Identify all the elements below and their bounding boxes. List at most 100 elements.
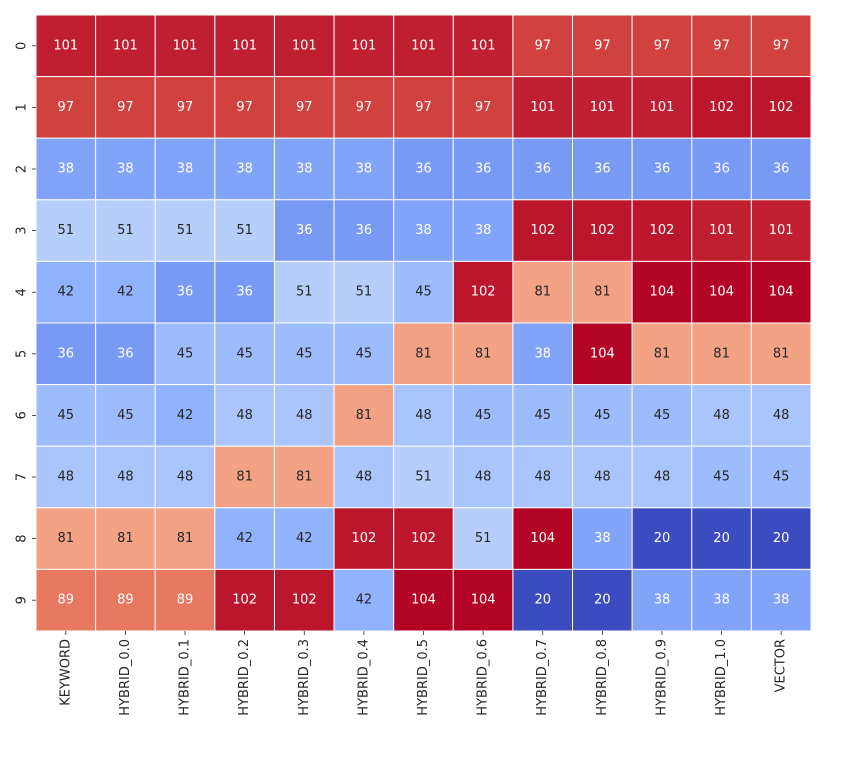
heatmap-cell (393, 76, 454, 139)
cell-value-label: 104 (590, 346, 615, 361)
cell-value-label: 97 (296, 100, 313, 115)
x-tick-label: VECTOR (774, 639, 789, 692)
cell-value-label: 45 (773, 470, 790, 485)
heatmap-cell (691, 76, 752, 139)
cell-value-label: 81 (117, 531, 134, 546)
cell-value-label: 102 (590, 223, 615, 238)
cell-value-label: 38 (117, 162, 134, 177)
cell-value-label: 38 (594, 531, 611, 546)
heatmap-cell (452, 199, 514, 262)
heatmap-cell (154, 322, 216, 386)
cell-value-label: 36 (713, 162, 730, 177)
cell-value-label: 102 (471, 285, 496, 300)
heatmap-cell (95, 322, 156, 386)
heatmap-cell (333, 445, 395, 509)
heatmap-cell (750, 322, 812, 386)
heatmap-cell (512, 384, 574, 447)
cell-value-label: 20 (773, 531, 790, 546)
cell-value-label: 81 (773, 346, 790, 361)
cell-value-label: 42 (177, 408, 194, 423)
heatmap-cell (333, 199, 395, 262)
cell-value-label: 45 (713, 470, 730, 485)
cell-value-label: 97 (356, 100, 373, 115)
heatmap-cell (35, 137, 97, 201)
heatmap-cell (691, 445, 752, 509)
cell-value-label: 45 (594, 408, 611, 423)
x-tick-label: HYBRID_0.9 (654, 639, 669, 716)
heatmap-cell (750, 260, 812, 324)
cell-value-label: 48 (654, 470, 671, 485)
heatmap-cell (154, 260, 216, 324)
cell-value-label: 42 (356, 593, 373, 608)
cell-value-label: 45 (475, 408, 492, 423)
cell-value-label: 45 (58, 408, 75, 423)
cell-value-label: 20 (534, 593, 551, 608)
cell-value-label: 102 (411, 531, 436, 546)
cell-value-label: 101 (53, 38, 78, 53)
cell-value-label: 101 (590, 100, 615, 115)
heatmap-cell (452, 14, 514, 78)
cell-value-label: 101 (650, 100, 675, 115)
heatmap-cell (35, 199, 97, 262)
heatmap-cell (95, 14, 156, 78)
cell-value-label: 51 (475, 531, 492, 546)
x-tick-label: HYBRID_0.2 (237, 639, 252, 716)
heatmap-cell (452, 322, 514, 386)
cell-value-label: 81 (236, 470, 253, 485)
x-tick-label: HYBRID_0.4 (356, 639, 371, 716)
cell-value-label: 102 (709, 100, 734, 115)
cell-value-label: 104 (709, 285, 734, 300)
cell-value-label: 51 (296, 285, 313, 300)
cell-value-label: 48 (475, 470, 492, 485)
heatmap-cell (750, 137, 812, 201)
heatmap-cell (35, 507, 97, 570)
heatmap-cell (572, 568, 633, 632)
heatmap-cell (154, 14, 216, 78)
cell-value-label: 45 (177, 346, 194, 361)
heatmap-cell (572, 76, 633, 139)
heatmap-cell (631, 384, 693, 447)
x-tick-label: HYBRID_0.1 (178, 639, 193, 716)
cell-value-label: 36 (654, 162, 671, 177)
cell-value-label: 81 (415, 346, 432, 361)
heatmap-cell (35, 384, 97, 447)
cell-value-label: 45 (654, 408, 671, 423)
heatmap-cell (273, 384, 335, 447)
heatmap-cell (154, 199, 216, 262)
cell-value-label: 97 (415, 100, 432, 115)
y-tick-label: 1 (15, 103, 30, 111)
heatmap-cell (572, 384, 633, 447)
cell-value-label: 36 (58, 346, 75, 361)
heatmap-cell (512, 507, 574, 570)
cell-value-label: 42 (117, 285, 134, 300)
x-tick-label: HYBRID_0.5 (416, 639, 431, 716)
heatmap-cell (631, 568, 693, 632)
cell-value-label: 42 (58, 285, 75, 300)
cell-value-label: 20 (594, 593, 611, 608)
cell-value-label: 45 (356, 346, 373, 361)
cell-value-label: 104 (769, 285, 794, 300)
heatmap-cell (512, 199, 574, 262)
heatmap-cell (631, 445, 693, 509)
cell-value-label: 81 (594, 285, 611, 300)
cell-value-label: 81 (296, 470, 313, 485)
cell-value-label: 38 (236, 162, 253, 177)
y-tick-label: 5 (15, 350, 30, 358)
cell-value-label: 48 (117, 470, 134, 485)
heatmap-cell (154, 384, 216, 447)
heatmap-cell (691, 507, 752, 570)
cell-value-label: 51 (356, 285, 373, 300)
heatmap-cell (750, 76, 812, 139)
cell-value-label: 97 (475, 100, 492, 115)
heatmap-cell (750, 445, 812, 509)
cell-value-label: 97 (534, 38, 551, 53)
cell-value-label: 97 (177, 100, 194, 115)
heatmap-cell (35, 14, 97, 78)
cell-value-label: 51 (58, 223, 75, 238)
heatmap-cell (214, 384, 275, 447)
cell-value-label: 51 (415, 470, 432, 485)
x-tick-label: KEYWORD (58, 639, 73, 706)
cell-value-label: 45 (117, 408, 134, 423)
heatmap-cell (154, 76, 216, 139)
heatmap-cell (35, 76, 97, 139)
